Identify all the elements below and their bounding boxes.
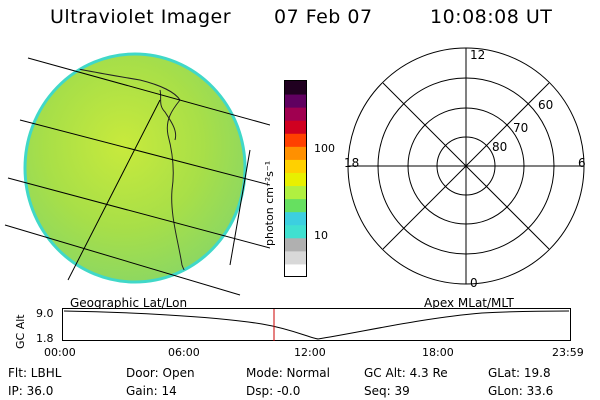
altitude-curve	[63, 310, 570, 340]
status-ip: IP: 36.0	[8, 384, 54, 398]
lon-line	[229, 149, 251, 266]
status-glon: GLon: 33.6	[488, 384, 554, 398]
mlt-label-6: 6	[578, 156, 586, 170]
altitude-ylabel: GC Alt	[14, 314, 27, 349]
mlt-line	[382, 82, 550, 250]
colorbar-cell	[285, 159, 307, 173]
lat-line	[27, 57, 270, 126]
status-flt: Flt: LBHL	[8, 366, 62, 380]
mlt-label-0: 0	[470, 276, 478, 290]
lat-line	[19, 119, 270, 186]
colorbar-cell	[285, 263, 307, 278]
polar-plot	[347, 47, 585, 285]
geographic-caption: Geographic Lat/Lon	[70, 296, 188, 310]
x-tick-2359: 23:59	[552, 346, 584, 359]
x-tick-1800: 18:00	[422, 346, 454, 359]
status-door: Door: Open	[126, 366, 195, 380]
colorbar-tick-100: 100	[314, 142, 335, 155]
status-mode: Mode: Normal	[246, 366, 330, 380]
status-glat: GLat: 19.8	[488, 366, 551, 380]
colorbar-cell	[285, 146, 307, 160]
coastline	[59, 64, 211, 281]
status-seq: Seq: 39	[364, 384, 410, 398]
lat-label-70: 70	[513, 121, 529, 135]
colorbar-tick-10: 10	[314, 229, 328, 242]
colorbar-unit-label: photon cm⁻²s⁻¹	[263, 160, 276, 246]
coastline-2	[159, 89, 177, 141]
lat-label-60: 60	[538, 98, 554, 112]
x-tick-1200: 12:00	[294, 346, 326, 359]
colorbar-cell	[285, 120, 307, 134]
image-disk	[23, 52, 247, 284]
apex-caption: Apex MLat/MLT	[424, 296, 514, 310]
instrument-title: Ultraviolet Imager	[50, 6, 232, 28]
colorbar-cell	[285, 224, 307, 239]
colorbar-cell	[285, 94, 307, 108]
status-gain: Gain: 14	[126, 384, 177, 398]
mlt-label-12: 12	[470, 48, 486, 62]
uv-image-panel	[4, 52, 270, 296]
x-tick-0000: 00:00	[44, 346, 76, 359]
x-tick-0600: 06:00	[168, 346, 200, 359]
lat-line	[4, 224, 241, 296]
colorbar-cell	[285, 237, 307, 252]
time-label: 10:08:08 UT	[430, 6, 553, 28]
colorbar-cell	[285, 211, 307, 226]
colorbar-cell	[285, 185, 307, 200]
colorbar	[284, 80, 307, 278]
mlt-label-18: 18	[344, 156, 360, 170]
colorbar-cell	[285, 198, 307, 213]
status-gc-alt: GC Alt: 4.3 Re	[364, 366, 448, 380]
altitude-strip-plot	[62, 308, 571, 341]
date-label: 07 Feb 07	[274, 6, 373, 28]
colorbar-cell	[285, 81, 307, 95]
altitude-tick-high: 9.0	[36, 307, 54, 320]
altitude-tick-low: 1.8	[36, 332, 54, 345]
lat-label-80: 80	[492, 140, 508, 154]
colorbar-cell	[285, 250, 307, 265]
colorbar-cell	[285, 172, 307, 187]
colorbar-cell	[285, 107, 307, 121]
colorbar-cell	[285, 133, 307, 147]
status-dsp: Dsp: -0.0	[246, 384, 301, 398]
lon-line	[67, 99, 161, 281]
lat-line	[7, 177, 270, 249]
